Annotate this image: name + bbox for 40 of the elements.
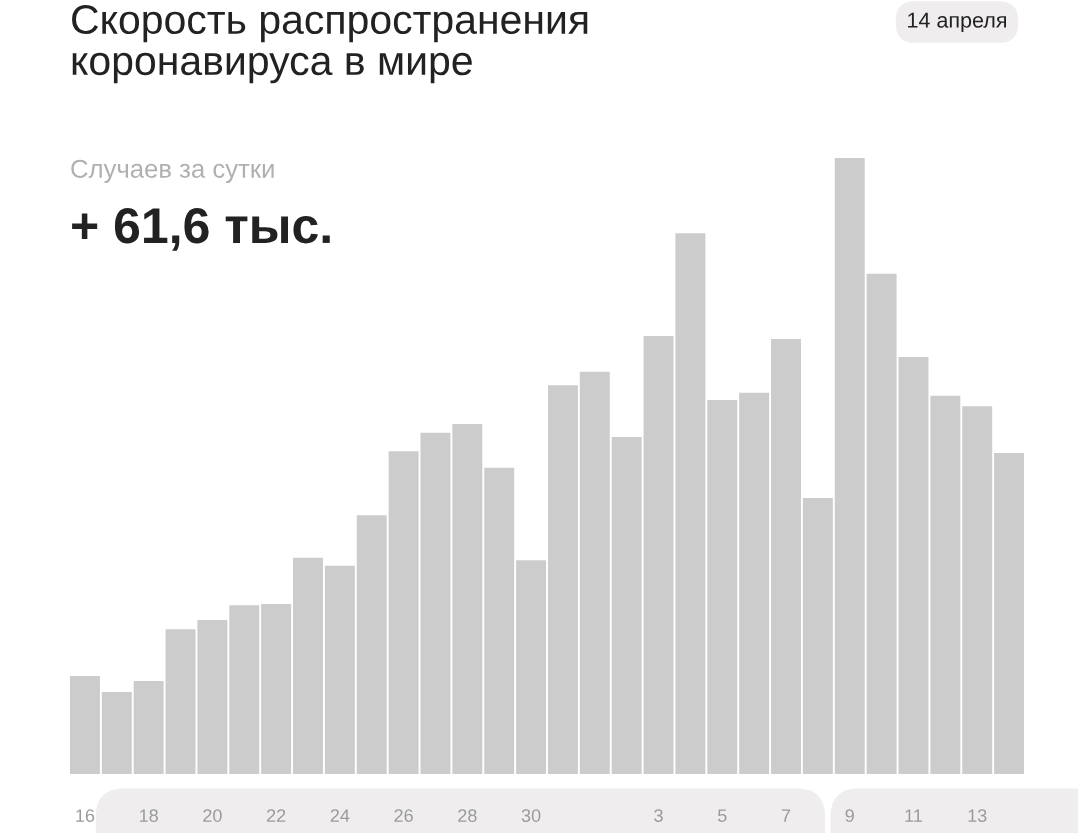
x-tick-label: 3 — [654, 809, 663, 822]
bar — [834, 158, 865, 774]
x-tick-label: 22 — [267, 809, 286, 822]
x-tick-label: 13 — [968, 809, 987, 822]
bar — [930, 395, 961, 774]
bar — [802, 498, 833, 774]
x-tick-label: 11 — [905, 809, 922, 822]
bar — [516, 560, 547, 774]
bar — [69, 676, 100, 774]
bar — [261, 603, 292, 774]
bar — [324, 565, 355, 774]
annotation: Случаев за сутки — [71, 159, 274, 183]
bar — [579, 371, 610, 774]
bar — [293, 557, 323, 774]
x-tick-label: 7 — [781, 809, 791, 822]
x-tick-label: 26 — [394, 809, 413, 822]
chart-subtitle: 14 апреля — [908, 12, 1007, 33]
annotation: + 61,6 тыс. — [72, 208, 330, 251]
x-tick-label: 28 — [458, 809, 477, 822]
bar — [547, 385, 578, 774]
bar — [771, 339, 801, 774]
x-tick-label: 24 — [330, 809, 350, 822]
x-tick-label: 16 — [76, 809, 95, 822]
x-tick-label: 20 — [203, 809, 222, 822]
chart-title: Скорость распространения коронавируса в мире — [72, 5, 588, 84]
x-tick-label: 30 — [521, 809, 541, 822]
bar — [484, 467, 515, 774]
x-tick-label: 9 — [845, 809, 854, 822]
bar — [452, 424, 483, 774]
x-tick-label: 5 — [717, 809, 727, 822]
bar — [994, 453, 1025, 774]
bar — [356, 515, 387, 774]
bar — [101, 692, 132, 774]
bar — [962, 406, 993, 774]
bar — [739, 392, 770, 774]
bar — [229, 605, 260, 774]
bar — [707, 400, 738, 774]
bar — [133, 680, 164, 774]
bar — [611, 437, 642, 774]
x-tick-label: 18 — [140, 809, 158, 822]
